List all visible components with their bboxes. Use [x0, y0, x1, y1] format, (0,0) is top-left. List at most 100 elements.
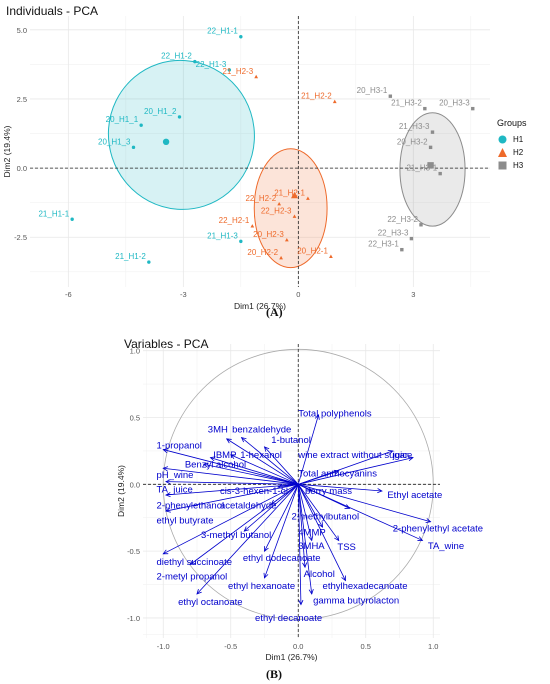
variable-arrowhead [162, 448, 169, 454]
variable-arrow [196, 484, 299, 595]
variable-arrow [298, 483, 431, 523]
variable-label: Total anthocyanins [298, 469, 377, 480]
variable-arrowhead [263, 446, 270, 452]
y-tick-label: 1.0 [130, 347, 140, 356]
variable-label: gamma butyrolacton [313, 596, 399, 607]
data-point-label: 21_H3-3 [399, 122, 430, 131]
y-axis-title: Dim2 (19.4%) [2, 125, 12, 177]
data-point [332, 99, 337, 104]
variable-arrow [264, 446, 299, 485]
variable-label: ethyl dodecanoate [243, 553, 321, 564]
caption-a: (A) [266, 305, 283, 319]
variable-label: ethyl octanoate [178, 597, 242, 608]
variable-arrow [210, 457, 299, 485]
data-point-label: 20_H2-2 [247, 248, 278, 257]
x-tick-label: 1.0 [428, 642, 438, 651]
variable-label: Total polyphenols [298, 408, 372, 419]
variable-arrowhead [334, 535, 340, 542]
variable-label: ethyl hexanoate [228, 581, 295, 592]
x-tick-label: -6 [65, 290, 72, 299]
data-point [423, 106, 427, 111]
y-tick-label: 2.5 [17, 95, 27, 104]
variable-arrow [297, 484, 346, 581]
data-point-label: 22_H1-1 [207, 27, 238, 36]
data-point [388, 94, 393, 98]
variable-arrowhead [377, 488, 383, 494]
x-tick-label: -1.0 [157, 642, 170, 651]
group-centroid [162, 138, 170, 146]
variable-label: 3MH [208, 425, 228, 436]
variable-label: Benzyl alcohol [185, 459, 246, 470]
variable-label: Alcohol [304, 569, 335, 580]
variable-label: Ethyl acetate [387, 490, 442, 501]
data-point [239, 35, 243, 39]
variable-arrow [243, 484, 299, 532]
variable-arrowhead [308, 535, 314, 542]
group-centroid [290, 191, 299, 199]
data-point-label: 20_H1_2 [144, 107, 177, 116]
variable-label: diethyl succinoate [157, 557, 233, 568]
variable-label: 1-hexanol [240, 450, 282, 461]
data-point-label: 21_H3-2 [391, 99, 422, 108]
variable-label: TSS [337, 542, 355, 553]
legend-key-h1 [497, 134, 508, 145]
variable-label: TA_wine [428, 541, 464, 552]
variable-arrowhead [165, 507, 171, 513]
data-point [277, 202, 282, 206]
variable-arrow [297, 414, 319, 485]
x-tick-label: 0 [296, 290, 300, 299]
data-point [193, 59, 197, 64]
variable-label: 4MMP [298, 527, 325, 538]
legend-item-h2: H2 [497, 146, 527, 159]
variable-arrow [241, 437, 299, 485]
y-tick-label: 5.0 [17, 26, 27, 35]
variable-arrow [163, 449, 299, 485]
y-tick-label: 0.0 [130, 480, 140, 489]
x-tick-label: 3 [411, 290, 415, 299]
variable-arrow [163, 483, 299, 555]
variable-arrowhead [318, 522, 324, 528]
x-tick-label: 0.5 [361, 642, 371, 651]
data-point-label: 20_H3-1 [357, 86, 388, 95]
variable-arrow [230, 454, 299, 485]
variable-arrow [203, 463, 299, 485]
data-point [250, 224, 255, 228]
data-point-label: 21_H2-2 [301, 92, 332, 101]
data-point-label: 22_H3-1 [368, 240, 399, 249]
y-axis-title: Dim2 (19.4%) [116, 465, 126, 517]
data-point-label: 22_H3-3 [378, 229, 409, 238]
data-point [306, 196, 310, 200]
variable-arrow [298, 483, 423, 541]
variable-arrow [226, 438, 299, 485]
variable-label: IBMP [213, 450, 236, 461]
variable-label: berry mass [305, 486, 352, 497]
data-point-label: 22_H1-2 [161, 52, 192, 61]
variable-arrowhead [298, 599, 304, 606]
variable-arrow [165, 483, 299, 496]
data-point [239, 239, 243, 244]
variable-arrowhead [162, 549, 169, 555]
chart-title-individuals: Individuals - PCA [6, 4, 99, 18]
variable-label: wine extract without sugar [297, 450, 408, 461]
legend-item-h3: H3 [497, 159, 527, 172]
variable-arrow [298, 470, 339, 485]
data-point [139, 123, 143, 127]
y-tick-label: 0.5 [130, 414, 140, 423]
variable-arrowhead [263, 572, 269, 579]
group-centroid [427, 162, 434, 169]
data-point-label: 21_H2-3 [222, 67, 253, 76]
variable-arrow [297, 484, 323, 528]
variable-arrowhead [189, 559, 196, 566]
data-point [419, 223, 423, 227]
data-point-label: 21_H1-1 [38, 209, 69, 218]
chart-title-variables: Variables - PCA [124, 337, 209, 351]
individuals-pca-plot: -6 -3 0 3 -2.5 0.0 2.5 5.0 Dim1 (26.7%) Dim2 (19.… [2, 16, 490, 311]
data-point [409, 236, 414, 241]
variable-label: juice [392, 450, 413, 461]
variable-arrowhead [196, 589, 202, 595]
variable-arrow [264, 484, 299, 552]
data-point-label: 22_H2-2 [245, 194, 276, 203]
variable-arrowhead [344, 504, 351, 509]
data-point-label: 21_H1-2 [115, 252, 146, 261]
